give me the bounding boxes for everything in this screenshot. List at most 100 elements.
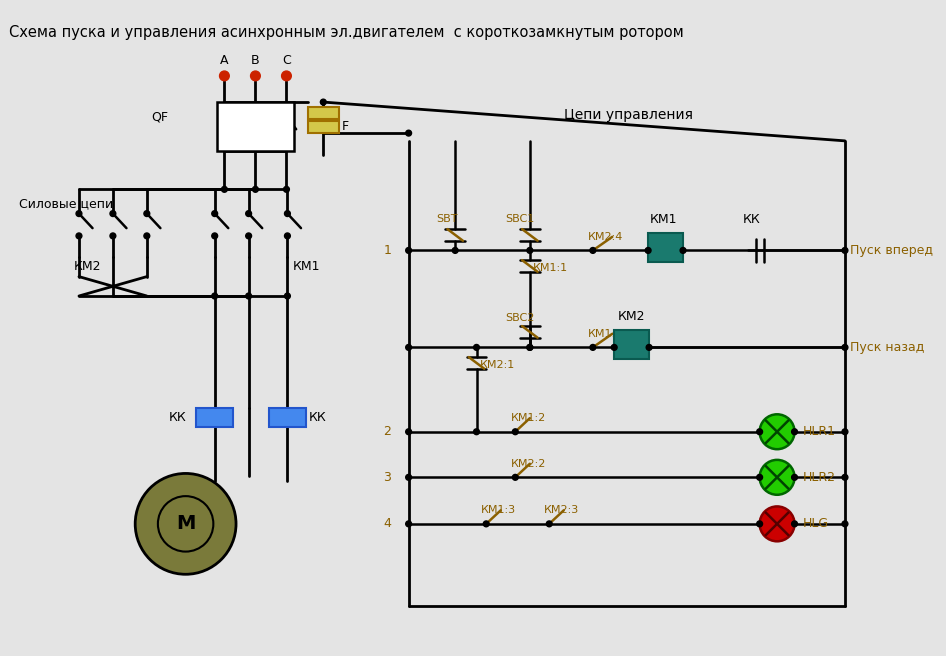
Text: B: B <box>251 54 260 67</box>
Circle shape <box>221 186 227 192</box>
Circle shape <box>406 130 412 136</box>
Circle shape <box>212 233 218 239</box>
Bar <box>217 102 294 151</box>
Circle shape <box>646 344 652 350</box>
Text: КМ1: КМ1 <box>650 213 677 226</box>
Circle shape <box>760 506 795 541</box>
Circle shape <box>406 474 412 480</box>
Text: HLR2: HLR2 <box>802 471 835 484</box>
Text: КК: КК <box>744 213 761 226</box>
Circle shape <box>144 233 149 239</box>
Text: 3: 3 <box>383 471 392 484</box>
Circle shape <box>842 344 848 350</box>
Text: КМ2:1: КМ2:1 <box>480 360 515 370</box>
Circle shape <box>406 521 412 527</box>
Circle shape <box>792 474 797 480</box>
Text: C: C <box>282 54 290 67</box>
Text: КМ2: КМ2 <box>74 260 101 274</box>
Circle shape <box>246 293 252 299</box>
Text: SBT: SBT <box>437 215 458 224</box>
Circle shape <box>321 99 326 105</box>
Text: М: М <box>176 514 195 533</box>
Circle shape <box>792 521 797 527</box>
Circle shape <box>135 474 236 574</box>
Circle shape <box>110 233 115 239</box>
Circle shape <box>110 211 115 216</box>
Bar <box>307 107 339 119</box>
Circle shape <box>284 186 289 192</box>
Circle shape <box>219 71 229 81</box>
Circle shape <box>546 521 552 527</box>
Text: SBC2: SBC2 <box>505 314 534 323</box>
Circle shape <box>842 247 848 253</box>
Text: КМ2:4: КМ2:4 <box>588 232 623 242</box>
Circle shape <box>842 521 848 527</box>
Circle shape <box>282 71 291 81</box>
Text: Пуск назад: Пуск назад <box>850 341 924 354</box>
Text: КМ2: КМ2 <box>618 310 645 323</box>
Circle shape <box>285 233 290 239</box>
Circle shape <box>285 211 290 216</box>
Text: Цепи управления: Цепи управления <box>564 108 692 121</box>
Circle shape <box>212 293 218 299</box>
Circle shape <box>76 233 82 239</box>
Circle shape <box>842 429 848 435</box>
Circle shape <box>474 429 480 435</box>
Text: КМ2:2: КМ2:2 <box>511 459 546 469</box>
Circle shape <box>757 474 762 480</box>
Circle shape <box>680 247 686 253</box>
Text: Силовые цепи: Силовые цепи <box>19 197 113 211</box>
Text: КМ1:1: КМ1:1 <box>533 263 568 273</box>
Text: КМ1:2: КМ1:2 <box>511 413 546 423</box>
Circle shape <box>792 429 797 435</box>
Text: 1: 1 <box>383 244 392 257</box>
Circle shape <box>251 71 260 81</box>
Text: Схема пуска и управления асинхронным эл.двигателем  с короткозамкнутым ротором: Схема пуска и управления асинхронным эл.… <box>9 26 684 41</box>
Circle shape <box>527 344 533 350</box>
Circle shape <box>452 247 458 253</box>
Circle shape <box>513 474 518 480</box>
Text: 2: 2 <box>383 425 392 438</box>
Text: КМ1:4: КМ1:4 <box>588 329 623 338</box>
Circle shape <box>406 429 412 435</box>
Bar <box>269 407 306 427</box>
Text: КК: КК <box>308 411 326 424</box>
Text: КМ1:3: КМ1:3 <box>482 505 517 515</box>
Circle shape <box>406 247 412 253</box>
Text: F: F <box>342 120 349 133</box>
Circle shape <box>527 344 533 350</box>
Circle shape <box>246 233 252 239</box>
Text: HLR1: HLR1 <box>802 425 835 438</box>
Circle shape <box>212 211 218 216</box>
Text: КК: КК <box>169 411 187 424</box>
Circle shape <box>527 247 533 253</box>
Circle shape <box>842 474 848 480</box>
Text: A: A <box>220 54 229 67</box>
Circle shape <box>611 344 617 350</box>
Circle shape <box>757 429 762 435</box>
Circle shape <box>645 247 651 253</box>
Text: КМ1: КМ1 <box>292 260 320 274</box>
Circle shape <box>285 293 290 299</box>
Circle shape <box>406 344 412 350</box>
Bar <box>648 233 683 262</box>
Circle shape <box>246 211 252 216</box>
Circle shape <box>590 247 596 253</box>
Text: SBC1: SBC1 <box>505 215 534 224</box>
Text: 4: 4 <box>383 518 392 530</box>
Bar <box>307 121 339 133</box>
Circle shape <box>474 344 480 350</box>
Bar <box>614 330 649 359</box>
Text: HLG: HLG <box>802 518 829 530</box>
Circle shape <box>76 211 82 216</box>
Circle shape <box>590 344 596 350</box>
Circle shape <box>483 521 489 527</box>
Text: КМ2:3: КМ2:3 <box>544 505 580 515</box>
Circle shape <box>253 186 258 192</box>
Circle shape <box>757 521 762 527</box>
Circle shape <box>144 211 149 216</box>
Circle shape <box>760 415 795 449</box>
Bar <box>196 407 233 427</box>
Circle shape <box>760 460 795 495</box>
Circle shape <box>513 429 518 435</box>
